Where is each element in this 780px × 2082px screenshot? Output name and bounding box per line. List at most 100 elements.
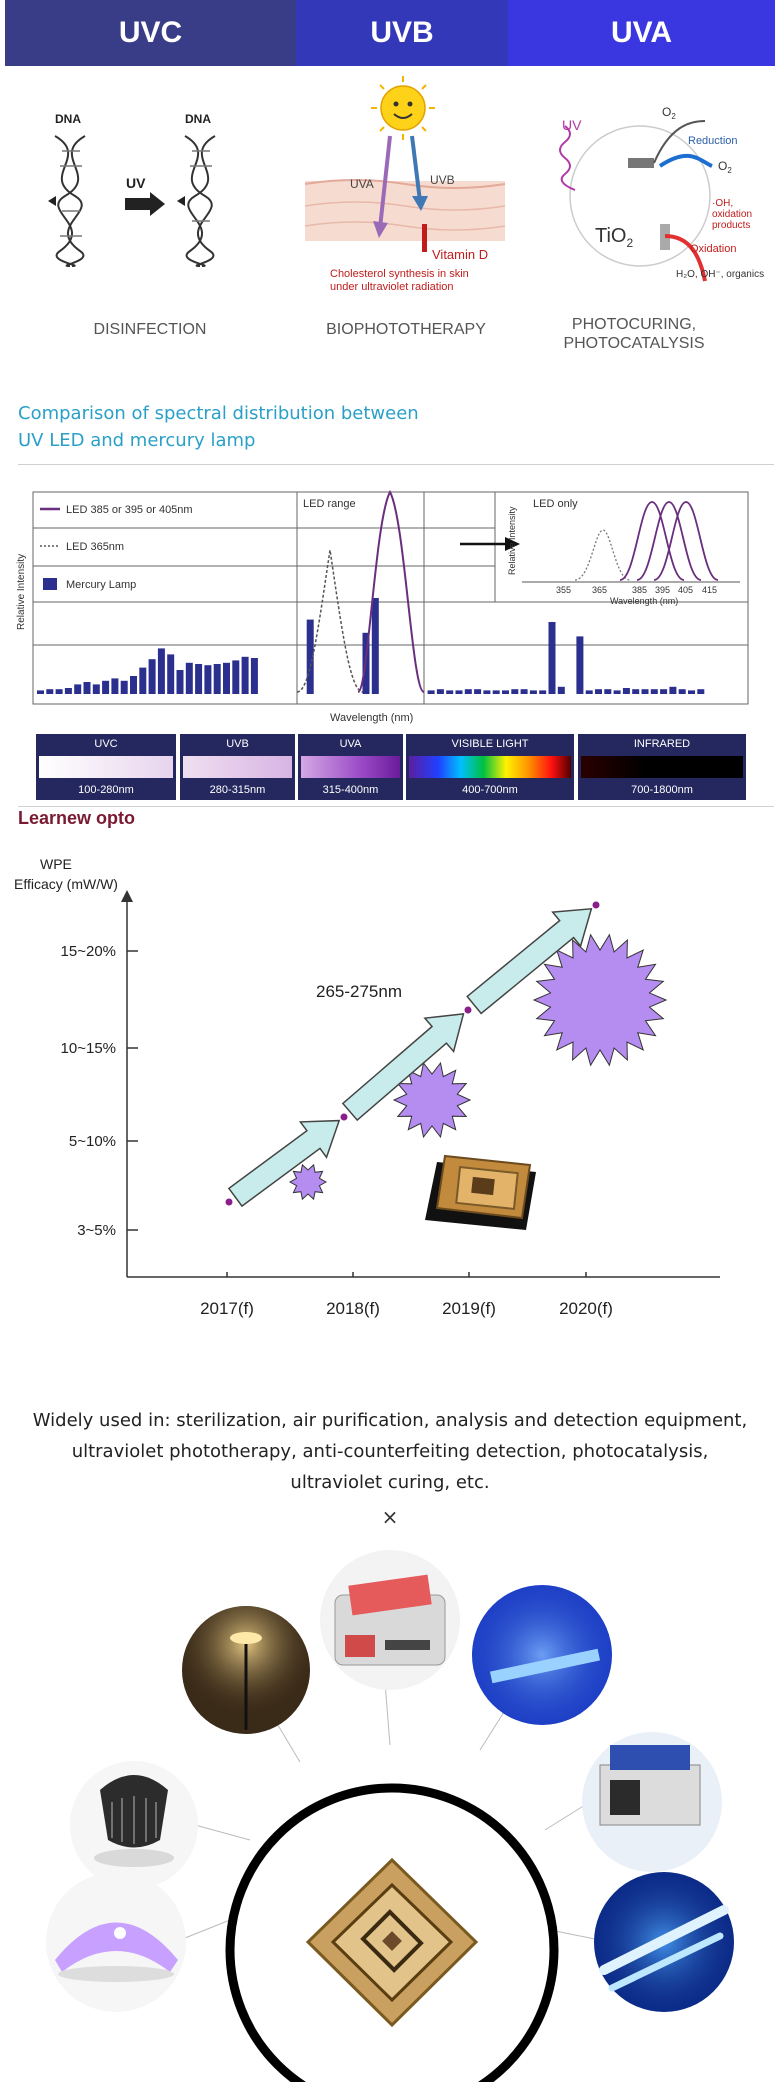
mercury-bar [502, 690, 509, 694]
applications-text: Widely used in: sterilization, air purif… [32, 1410, 748, 1493]
mercury-bar [120, 680, 128, 694]
right-arrow-icon [125, 192, 165, 216]
led-range-label: LED range [303, 498, 356, 510]
photocuring-label-2: PHOTOCATALYSIS [563, 335, 705, 352]
wpe-y-tick-label: 15~20% [61, 943, 116, 960]
mercury-bar [157, 648, 165, 694]
brand-label: Learnew opto [18, 808, 136, 828]
mercury-bar [446, 690, 454, 694]
starburst-icon [288, 1163, 328, 1201]
mercury-bar [688, 690, 695, 694]
legend-led-365: LED 365nm [66, 541, 124, 553]
spectral-chart: LED range LED 385 or 395 or 405nm LED 36… [16, 489, 749, 724]
uva-arrow-label: UVA [350, 177, 374, 191]
wpe-x-tick-label: 2017(f) [200, 1299, 254, 1318]
mercury-bar [464, 689, 472, 694]
wpe-data-point [592, 901, 600, 909]
wpe-ylabel-1: WPE [40, 856, 72, 872]
mercury-bar [455, 690, 463, 694]
band-uvc-label: UVC [118, 16, 183, 49]
mercury-bar [436, 689, 444, 694]
mercury-bar [46, 689, 54, 694]
wpe-x-tick-label: 2020(f) [559, 1299, 613, 1318]
skin-caption-2: under ultraviolet radiation [330, 281, 454, 293]
band-uvc: UVC [5, 0, 296, 66]
band-uvb-label: UVB [370, 16, 434, 49]
band-uvb-name: UVB [226, 738, 249, 750]
mercury-bar [102, 680, 110, 694]
nail-lamp-photo [46, 1872, 186, 2012]
wpe-arrow [466, 907, 593, 1015]
uses-illustrations: DNA DNA UV [48, 76, 764, 293]
mercury-bar [557, 686, 565, 694]
spectral-title-2: UV LED and mercury lamp [18, 430, 256, 451]
inset-tick-365: 365 [592, 585, 607, 595]
mercury-bar [167, 654, 175, 694]
organics-label: H₂O, OH⁻, organics [676, 269, 764, 280]
spectral-bottom-divider [18, 806, 774, 807]
street-lamp-photo [182, 1606, 310, 1734]
mercury-bar [604, 689, 612, 694]
mercury-bar [371, 598, 379, 694]
mercury-bar [74, 684, 82, 694]
mercury-bar [130, 676, 137, 694]
led-chip-icon [425, 1154, 536, 1230]
mercury-bar [697, 689, 705, 694]
mercury-bar [213, 664, 221, 694]
band-uvc-range: 100-280nm [78, 784, 134, 796]
mercury-bar [678, 689, 686, 694]
wpe-chart: WPE Efficacy (mW/W) 3~5% 5~10% 10~15% 15~20… [14, 856, 720, 1318]
wpe-ylabel-2: Efficacy (mW/W) [14, 876, 118, 892]
mercury-bar [613, 690, 621, 694]
money-counter-photo [320, 1550, 460, 1690]
uv-led-chip-icon [305, 1857, 479, 2028]
band-uvc-spec: UVC 100-280nm [36, 734, 176, 800]
wpe-x-tick-label: 2019(f) [442, 1299, 496, 1318]
wpe-decor [288, 933, 668, 1230]
mercury-bar [539, 690, 547, 694]
wpe-y-tick-label: 3~5% [77, 1222, 116, 1239]
close-icon[interactable]: × [381, 1505, 399, 1529]
oxidation-label: Oxidation [690, 243, 736, 255]
led-395-curve [357, 489, 425, 693]
mercury-bar [204, 665, 212, 694]
uv-curing-photo [472, 1585, 612, 1725]
legend-led-395: LED 385 or 395 or 405nm [66, 504, 193, 516]
band-uva-spec: UVA 315-400nm [298, 734, 403, 800]
mercury-bar [576, 636, 584, 694]
wpe-arrow [341, 1013, 465, 1122]
mercury-bar [139, 667, 147, 694]
y-axis-arrow-icon [121, 890, 133, 902]
band-uvc-name: UVC [94, 738, 118, 750]
uv-arrow-label: UV [126, 175, 146, 191]
applications-collage [46, 1550, 734, 2082]
mercury-bar [511, 689, 519, 694]
led-365-curve [296, 549, 364, 693]
inset-ylabel: Relative Intensity [507, 506, 517, 575]
wpe-title: 265-275nm [316, 982, 402, 1001]
uv-photo-label: UV [562, 117, 582, 133]
led-only-label: LED only [533, 498, 578, 510]
mercury-bar [548, 622, 556, 694]
mercury-bar [520, 689, 528, 694]
mercury-bar [492, 690, 500, 694]
band-infrared-range: 700-1800nm [631, 784, 693, 796]
uv-tube-photo [594, 1872, 734, 2012]
mercury-bar [92, 684, 100, 694]
mercury-bar [650, 689, 658, 694]
inset-tick-415: 415 [702, 585, 717, 595]
disinfection-label: DISINFECTION [93, 321, 207, 338]
wpe-data-point [464, 1006, 472, 1014]
photocuring-label-1: PHOTOCURING, [571, 316, 697, 333]
mercury-bar [195, 664, 203, 694]
mercury-bar [622, 688, 630, 694]
spectral-ylabel: Relative Intensity [16, 554, 27, 630]
skin-illustration: UVA UVB Vitamin D Cholesterol synthesis … [304, 76, 506, 293]
wpe-y-tick-label: 5~10% [69, 1133, 116, 1150]
uvb-arrow-label: UVB [430, 173, 455, 187]
starburst-icon [532, 933, 668, 1067]
mercury-bar [474, 689, 482, 694]
mercury-bar [55, 689, 63, 694]
wpe-data-points [225, 901, 600, 1206]
band-infrared-name: INFRARED [633, 738, 691, 750]
